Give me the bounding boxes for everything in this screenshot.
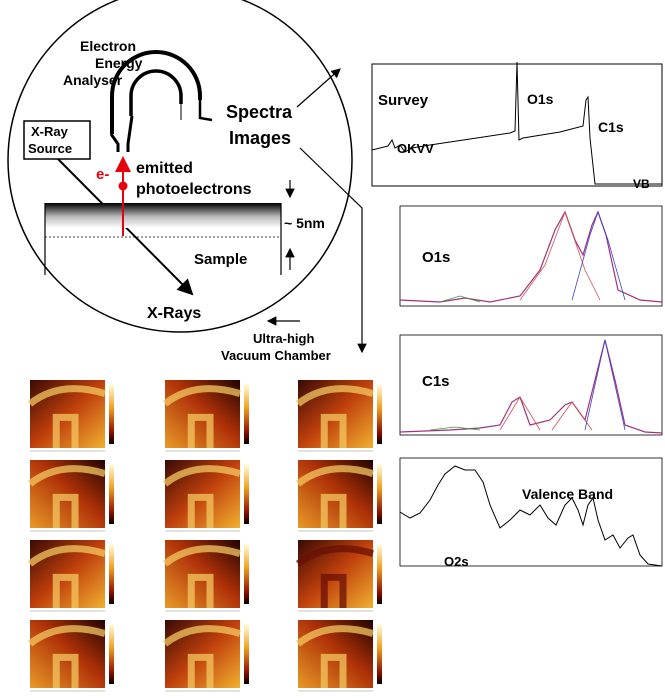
valence-band-label: Valence Band xyxy=(522,486,613,502)
chamber-label-2: Vacuum Chamber xyxy=(221,348,331,363)
image-map-5 xyxy=(162,460,249,532)
svg-text:Electron: Electron xyxy=(80,38,136,54)
image-map-11 xyxy=(162,620,249,692)
image-map-4 xyxy=(27,460,114,532)
images-label: Images xyxy=(229,128,291,148)
image-map-2 xyxy=(162,380,249,452)
c1s-spectrum-panel: C1s xyxy=(399,334,663,436)
image-map-1 xyxy=(27,380,114,452)
electron-dot xyxy=(118,181,128,191)
survey-o1s-label: O1s xyxy=(527,91,554,107)
spectra-label: Spectra xyxy=(226,102,293,122)
o1s-spectrum-panel: O1s xyxy=(399,205,663,307)
vacuum-chamber-circle xyxy=(7,0,353,333)
survey-okvv-label: OKVV xyxy=(397,141,434,156)
analyser-label-3: Analyser xyxy=(63,72,123,88)
analyser-label-1: Electron xyxy=(80,38,136,54)
depth-label: ~ 5nm xyxy=(284,215,325,231)
survey-vb-label: VB xyxy=(633,177,650,191)
arrow-to-images xyxy=(299,147,367,354)
c1s-label: C1s xyxy=(422,373,450,390)
svg-text:Energy: Energy xyxy=(95,55,143,71)
arrow-to-survey xyxy=(296,68,341,108)
o2s-label: O2s xyxy=(444,554,469,569)
chamber-label-1: Ultra-high xyxy=(253,331,314,346)
o1s-label: O1s xyxy=(422,249,450,266)
image-map-8 xyxy=(162,540,249,612)
chemical-image-grid xyxy=(27,380,382,692)
photoelectrons-label: photoelectrons xyxy=(136,181,252,198)
emitted-label: emitted xyxy=(136,160,193,177)
xray-source-label-1: X-Ray xyxy=(31,124,69,139)
survey-label: Survey xyxy=(378,92,429,109)
valence-band-panel: Valence Band O2s xyxy=(399,457,663,569)
sample-surface-layer xyxy=(45,203,281,228)
image-map-12 xyxy=(295,620,382,692)
electron-label: e- xyxy=(96,166,109,183)
xray-source-box xyxy=(23,120,91,160)
image-map-6 xyxy=(295,460,382,532)
survey-spectrum-panel: Survey OKVV O1s C1s VB xyxy=(371,61,663,191)
xray-source-label-2: Source xyxy=(28,141,72,156)
analyser-label-2: Energy xyxy=(95,55,143,71)
image-map-10 xyxy=(27,620,114,692)
image-map-3 xyxy=(295,380,382,452)
survey-c1s-label: C1s xyxy=(598,119,624,135)
electron-energy-analyser xyxy=(109,50,213,152)
svg-text:Analyser: Analyser xyxy=(63,72,123,88)
xrays-label: X-Rays xyxy=(147,305,201,322)
image-map-9 xyxy=(295,540,382,612)
sample-label: Sample xyxy=(194,251,247,268)
image-map-7 xyxy=(27,540,114,612)
